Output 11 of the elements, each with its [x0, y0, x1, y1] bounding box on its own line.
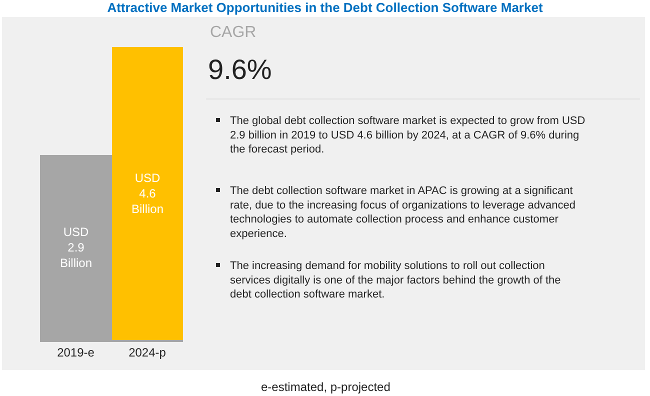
text: The debt collection software market in APAC is growing at a significant rate, due to the increasing focus of organizations to leverage advanced technologies to automate collection process and enhance customer experience.	[230, 185, 576, 240]
text: The increasing demand for mobility solutions to roll out collection services digitally is one of the major factors behind the growth of the debt collection software market.	[230, 260, 561, 301]
text: The global debt collection software market is expected to grow from USD 2.9 billion in 2019 to USD 4.6 billion by 2024, at a CAGR of 9.6% during the forecast period.	[230, 115, 586, 156]
text: e-estimated, p-projected	[261, 380, 390, 394]
data-label: USD 4.6 Billion	[131, 170, 164, 216]
x-tick-label: 2019-e	[57, 345, 95, 360]
text: 9.6%	[208, 54, 272, 85]
data-label: USD 2.9 Billion	[60, 224, 92, 270]
text: Attractive Market Opportunities in the Debt Collection Software Market	[107, 0, 544, 16]
text: CAGR	[210, 24, 256, 41]
x-tick-label: 2024-p	[128, 345, 166, 360]
